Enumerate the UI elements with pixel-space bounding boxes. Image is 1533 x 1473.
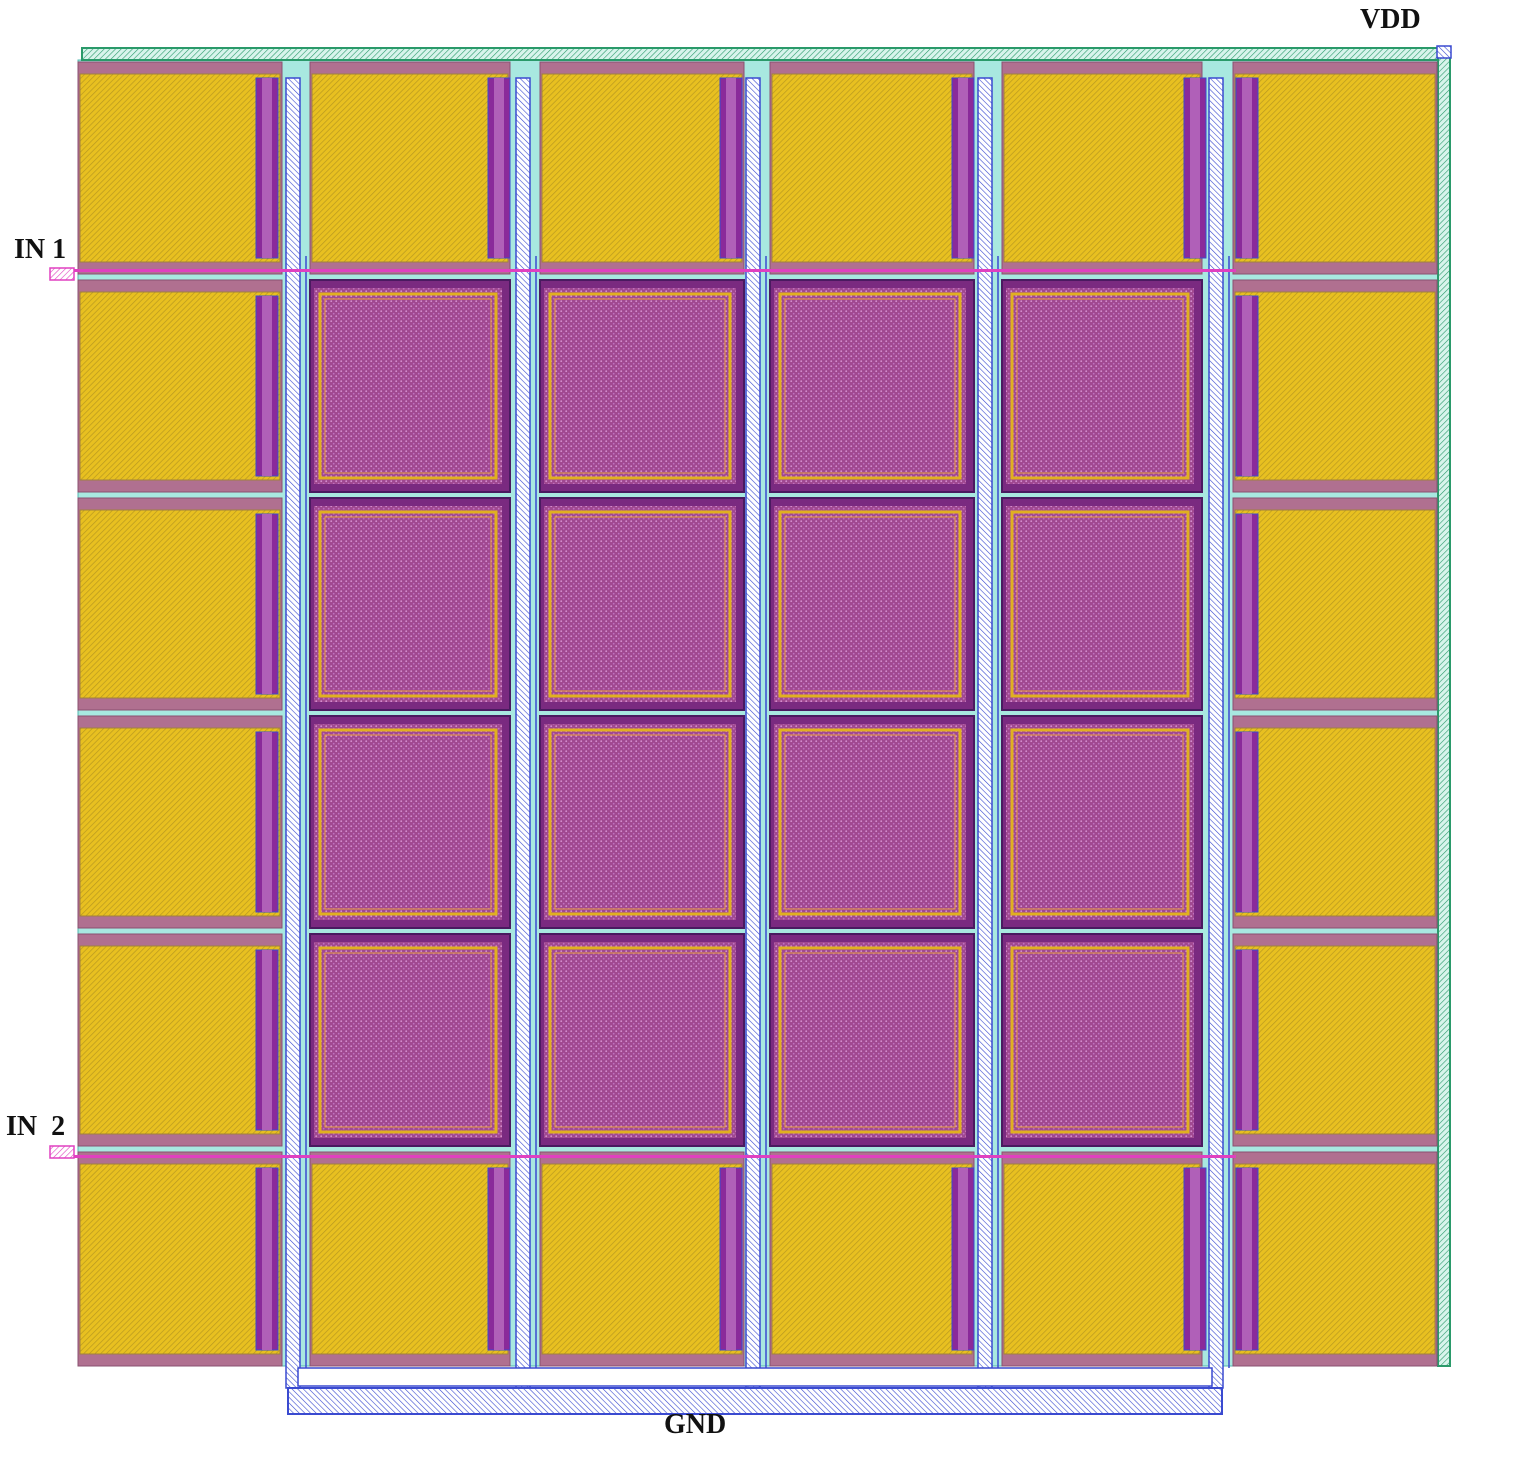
active-cell	[539, 279, 745, 493]
active-cell	[309, 715, 511, 929]
gate-finger	[1235, 513, 1259, 695]
vertical-metal-bars	[255, 77, 1259, 1389]
pad-cell	[77, 1151, 283, 1367]
active-cell	[309, 497, 511, 711]
in2-input-line	[49, 1145, 1236, 1159]
pad-cell	[1232, 497, 1438, 711]
gate-finger	[255, 513, 279, 695]
pad-cell	[77, 497, 283, 711]
metal-strap	[977, 77, 999, 1389]
pad-cell	[1232, 279, 1438, 493]
pad-cell	[1232, 1151, 1438, 1367]
active-cell	[769, 279, 975, 493]
active-cell	[769, 497, 975, 711]
pad-cell	[309, 1151, 511, 1367]
metal-strap	[515, 77, 537, 1389]
active-cell	[1001, 715, 1203, 929]
metal-strap	[1208, 77, 1230, 1389]
active-cell	[309, 933, 511, 1147]
pad-cell	[77, 715, 283, 929]
active-cell	[1001, 279, 1203, 493]
gate-finger	[951, 1167, 975, 1351]
pad-cell	[539, 61, 745, 275]
gate-finger	[1235, 295, 1259, 477]
pad-cell	[769, 1151, 975, 1367]
cell-array	[77, 61, 1438, 1367]
gate-finger	[1235, 77, 1259, 259]
active-cell	[1001, 497, 1203, 711]
gate-finger	[1235, 731, 1259, 913]
pad-cell	[1232, 61, 1438, 275]
pad-cell	[1001, 61, 1203, 275]
gate-finger	[951, 77, 975, 259]
pad-cell	[1001, 1151, 1203, 1367]
gate-finger	[1183, 77, 1207, 259]
pad-cell	[309, 61, 511, 275]
gate-finger	[487, 77, 511, 259]
gate-finger	[1183, 1167, 1207, 1351]
pad-cell	[1232, 933, 1438, 1147]
vdd-label: VDD	[1360, 4, 1421, 35]
vdd-rail	[81, 45, 1452, 1367]
active-cell	[1001, 933, 1203, 1147]
active-cell	[769, 933, 975, 1147]
pad-cell	[769, 61, 975, 275]
gate-finger	[255, 1167, 279, 1351]
gate-finger	[1235, 949, 1259, 1131]
gnd-label: GND	[664, 1409, 727, 1440]
gate-finger	[255, 295, 279, 477]
active-cell	[539, 715, 745, 929]
gate-finger	[255, 77, 279, 259]
pad-cell	[77, 61, 283, 275]
gate-finger	[1235, 1167, 1259, 1351]
active-cell	[539, 497, 745, 711]
pad-cell	[77, 933, 283, 1147]
gate-finger	[255, 949, 279, 1131]
pad-cell	[77, 279, 283, 493]
in2-label: IN 2	[6, 1111, 66, 1142]
active-cell	[539, 933, 745, 1147]
in1-label: IN 1	[14, 234, 67, 265]
gnd-rail	[287, 1367, 1223, 1415]
in1-input-line	[49, 267, 1236, 281]
gate-finger	[487, 1167, 511, 1351]
gate-finger	[719, 1167, 743, 1351]
gate-finger	[719, 77, 743, 259]
active-cell	[309, 279, 511, 493]
active-cell	[769, 715, 975, 929]
vdd-pin	[1436, 45, 1452, 59]
gate-finger	[255, 731, 279, 913]
pad-cell	[1232, 715, 1438, 929]
pad-cell	[539, 1151, 745, 1367]
